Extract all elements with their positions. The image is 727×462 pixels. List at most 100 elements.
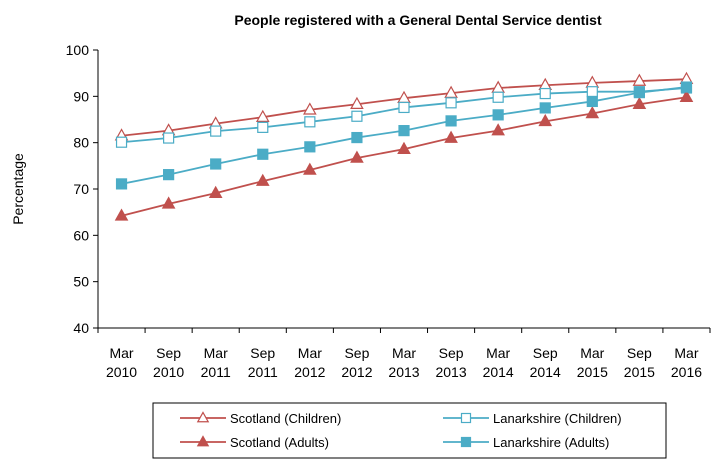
data-point [632,96,647,110]
x-tick-label: Mar 2012 [294,345,325,380]
data-point [538,113,553,127]
x-tick-label: Sep 2015 [624,345,655,380]
data-point [210,125,222,137]
series-scotland-adults [114,89,694,221]
data-point [351,131,363,144]
legend-label: Scotland (Children) [230,411,341,426]
data-point [445,97,457,109]
x-tick-label-month: Sep [533,345,558,361]
x-tick-label-year: 2014 [530,364,561,380]
legend: Scotland (Children) Lanarkshire (Children… [152,402,667,459]
data-point [398,125,410,137]
y-axis-label: Percentage [10,153,26,225]
x-tick-label-year: 2012 [341,364,372,380]
data-point [115,136,128,148]
data-point [161,196,176,209]
x-tick-label-month: Mar [486,345,510,361]
data-point [444,130,458,143]
data-point [680,81,693,93]
data-point [539,87,551,100]
data-point [255,173,270,186]
x-tick-label-month: Sep [156,345,181,361]
legend-swatch-marker [196,411,210,423]
x-tick-label-month: Sep [344,345,369,361]
x-ticks: Mar 2010 Sep 2010 Mar 2011 Sep 2011 Mar 2012 Sep 20… [97,328,711,380]
data-point [633,87,645,99]
legend-item: Lanarkshire (Children) [443,411,622,426]
y-tick-label: 40 [73,320,89,336]
x-tick-label-year: 2016 [671,364,702,380]
data-point [163,169,175,181]
data-point [539,102,551,114]
legend-swatch-marker [460,436,472,448]
x-tick-label-month: Mar [674,345,698,361]
legend-item: Lanarkshire (Adults) [443,435,609,450]
data-point [304,141,316,153]
x-tick-label-year: 2011 [248,364,278,380]
x-tick-label: Mar 2013 [388,345,419,380]
x-tick-label: Mar 2016 [671,345,702,380]
y-tick-label: 70 [73,181,89,197]
data-point [163,132,175,144]
data-point [350,96,364,110]
data-point [257,148,269,160]
y-tick-label: 50 [73,274,89,290]
legend-swatch-marker [196,435,210,447]
x-tick-label: Sep 2012 [341,345,372,380]
y-ticks: 40 50 60 70 80 90 100 [66,42,98,336]
y-tick-label: 60 [73,227,89,243]
legend-box [152,402,667,459]
series-group [114,71,694,221]
data-point [445,115,457,127]
x-tick-label-year: 2015 [624,364,655,380]
data-point [397,141,411,154]
data-point [491,123,505,136]
y-tick-label: 90 [73,88,89,104]
data-point [210,158,222,170]
legend-swatch-marker [460,412,472,424]
x-tick-label-month: Mar [580,345,604,361]
x-tick-label: Sep 2014 [530,345,561,380]
data-point [115,178,128,190]
data-point [255,109,270,122]
data-point [303,102,317,115]
legend-label: Scotland (Adults) [230,435,329,450]
x-tick-label-year: 2010 [153,364,184,380]
x-tick-label: Mar 2011 [201,345,231,380]
legend-label: Lanarkshire (Adults) [493,435,609,450]
data-point [208,185,223,198]
x-tick-label-year: 2015 [577,364,608,380]
x-tick-label-year: 2011 [201,364,231,380]
x-tick-label: Mar 2010 [106,345,137,380]
data-point [632,73,647,86]
series-lanarkshire-adults [115,81,693,190]
data-point [492,91,504,103]
x-tick-label: Sep 2013 [435,345,466,380]
series-line [121,96,687,217]
x-tick-label-month: Mar [109,345,133,361]
x-tick-label-year: 2014 [483,364,514,380]
data-point [586,86,598,98]
data-point [303,162,317,175]
y-tick-label: 100 [66,42,90,58]
x-tick-label: Sep 2010 [153,345,184,380]
x-tick-label: Mar 2014 [483,345,514,380]
chart-title: People registered with a General Dental … [234,12,602,28]
data-point [351,110,363,122]
legend-item: Scotland (Children) [180,411,341,426]
data-point [586,95,598,108]
data-point [350,150,364,163]
x-tick-label-year: 2010 [106,364,137,380]
legend-label: Lanarkshire (Children) [493,411,622,426]
x-tick-label-year: 2012 [294,364,325,380]
data-point [398,101,410,114]
data-point [679,89,694,103]
x-tick-label: Sep 2011 [248,345,278,380]
x-tick-label-year: 2013 [435,364,466,380]
x-tick-label-month: Mar [392,345,416,361]
data-point [114,208,129,221]
x-tick-label: Mar 2015 [577,345,608,380]
x-tick-label-month: Mar [298,345,322,361]
data-point [304,116,316,128]
